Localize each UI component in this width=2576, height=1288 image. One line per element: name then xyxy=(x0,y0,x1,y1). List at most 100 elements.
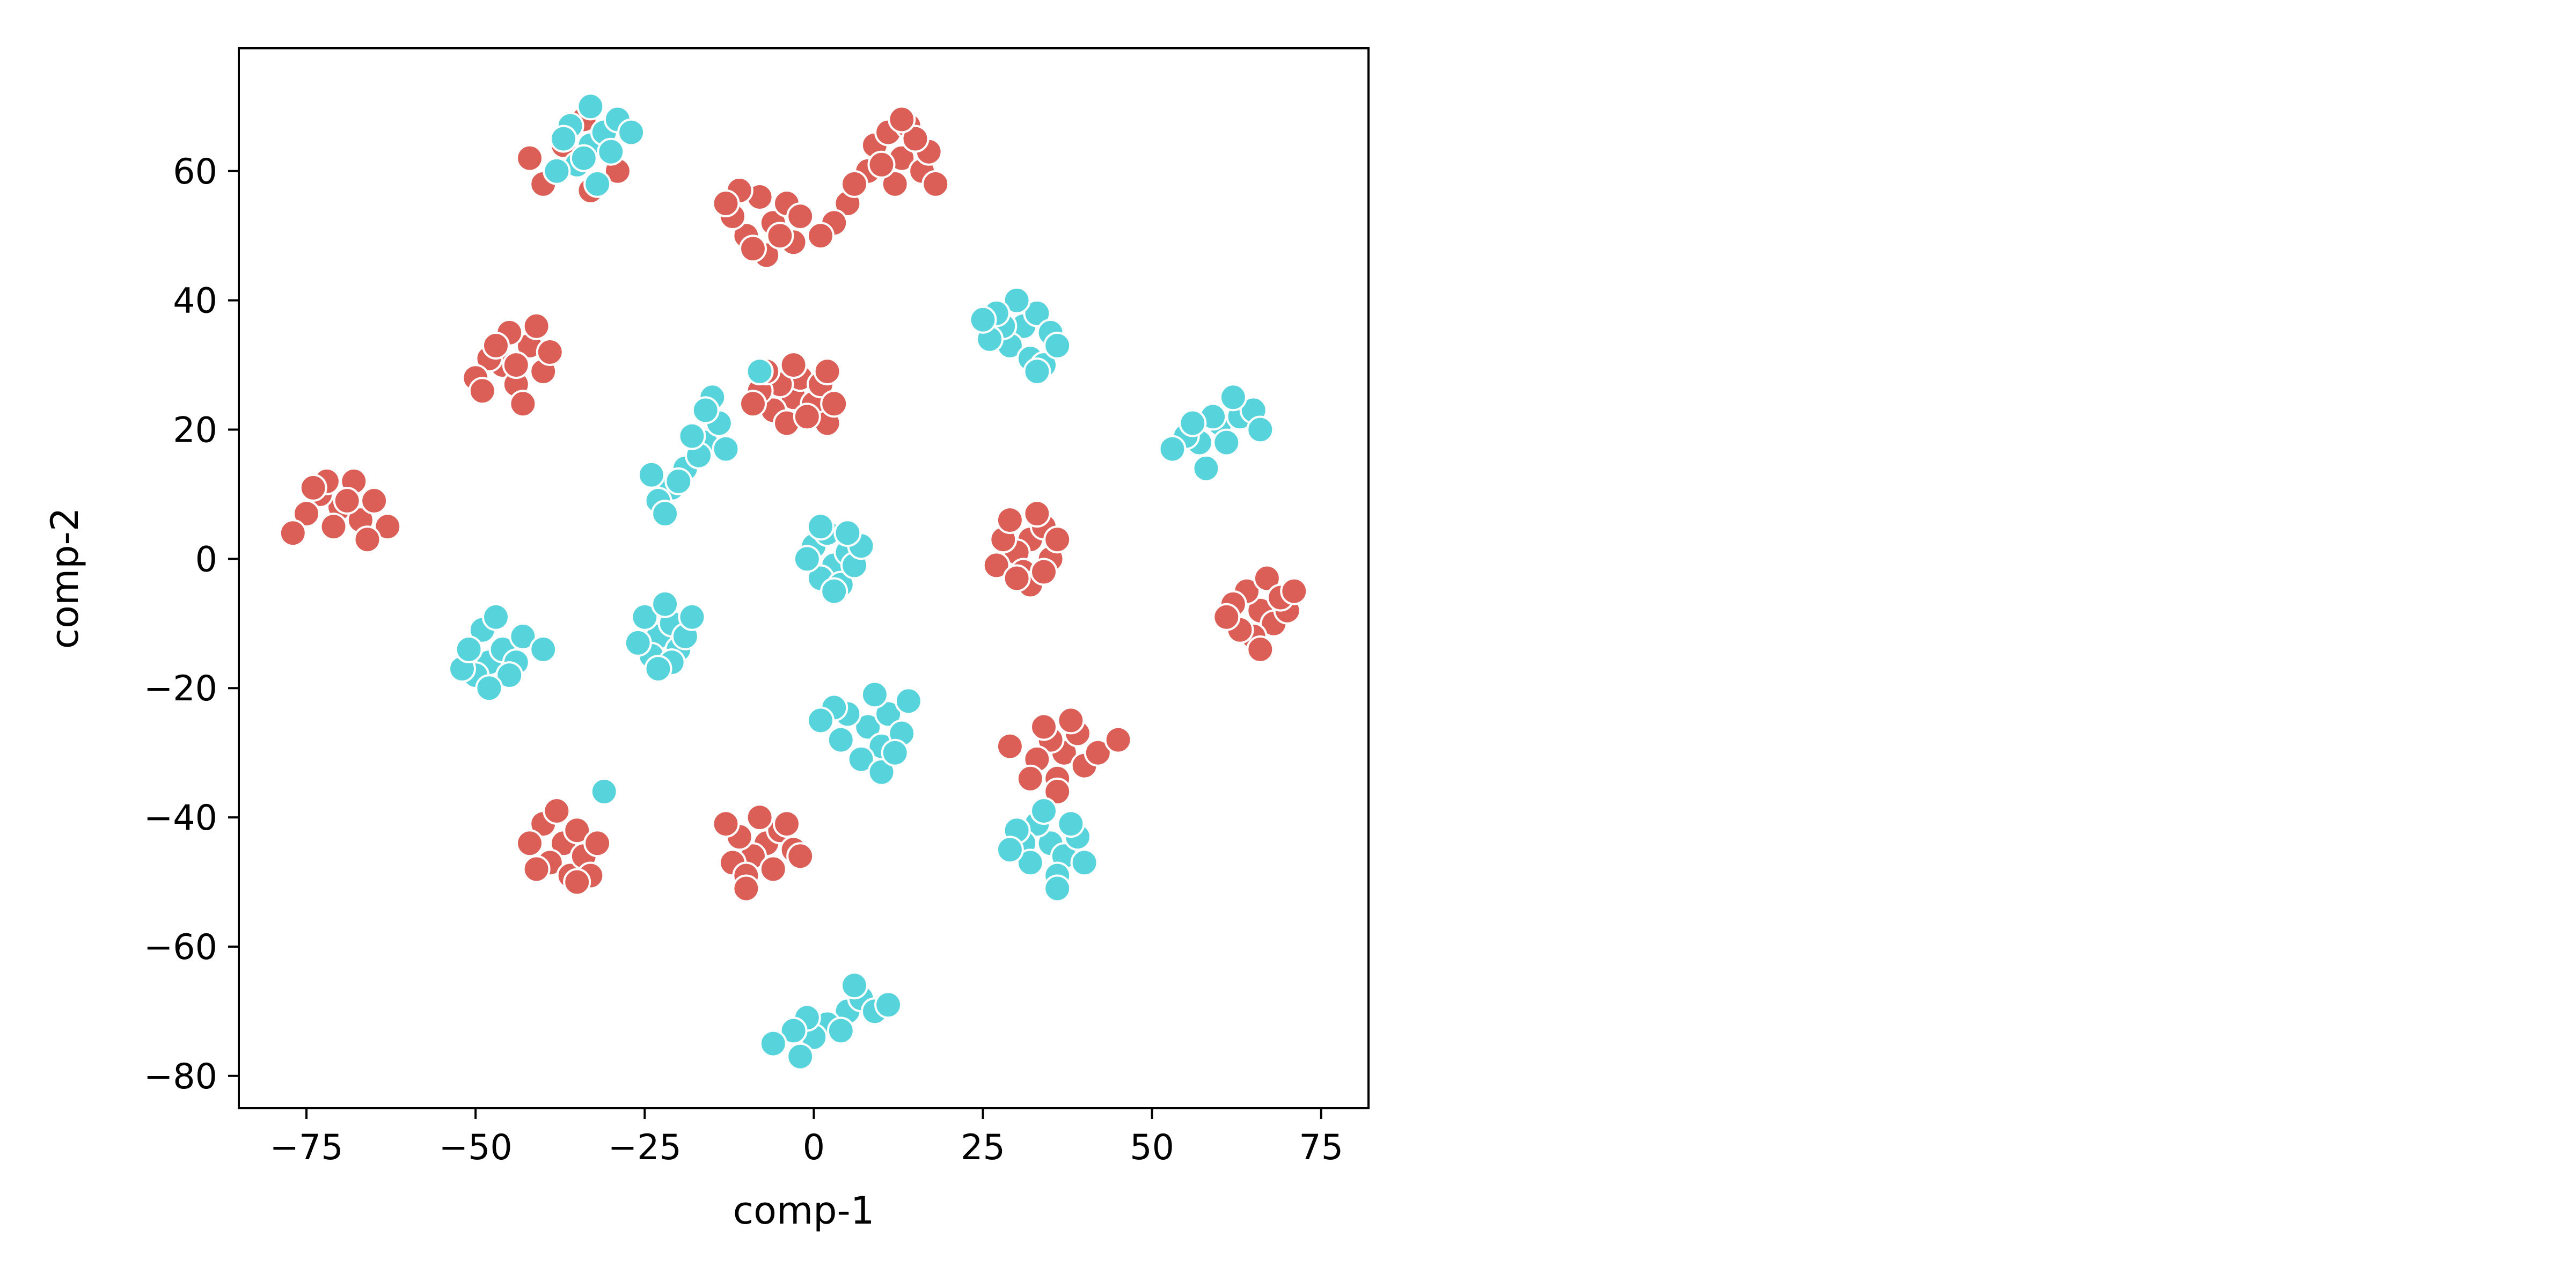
scatter-point-red-130 xyxy=(583,829,612,858)
scatter-point-cyan-72 xyxy=(455,635,483,663)
scatter-point-red-20 xyxy=(766,222,794,250)
scatter-point-cyan-50 xyxy=(1179,409,1207,437)
scatter-point-cyan-7 xyxy=(583,170,612,198)
y-axis-label: comp-2 xyxy=(43,508,87,649)
scatter-point-cyan-97 xyxy=(867,758,896,786)
scatter-point-cyan-46 xyxy=(1158,435,1187,463)
scatter-point-red-116 xyxy=(1104,726,1132,754)
scatter-point-cyan-34 xyxy=(637,460,665,489)
scatter-point-red-78 xyxy=(353,525,382,554)
scatter-point-cyan-98 xyxy=(881,738,909,767)
scatter-point-red-113 xyxy=(1057,706,1085,735)
scatter-point-cyan-105 xyxy=(1016,848,1044,877)
scatter-point-cyan-91 xyxy=(874,700,903,728)
x-tick-label: 0 xyxy=(803,1128,825,1168)
scatter-point-cyan-121 xyxy=(779,1016,808,1045)
scatter-point-cyan-82 xyxy=(624,628,652,657)
scatter-point-cyan-9 xyxy=(543,157,571,185)
scatter-point-cyan-22 xyxy=(1023,357,1051,386)
scatter-point-cyan-94 xyxy=(860,680,889,709)
points-layer xyxy=(279,92,1308,1071)
scatter-point-cyan-122 xyxy=(759,1029,787,1058)
scatter-point-cyan-111 xyxy=(996,836,1024,864)
scatter-point-red-114 xyxy=(1084,738,1112,767)
y-tick-label: 40 xyxy=(173,281,217,321)
scatter-point-red-142 xyxy=(732,874,760,903)
scatter-point-cyan-18 xyxy=(1002,286,1031,314)
scatter-point-cyan-45 xyxy=(1192,454,1220,482)
scatter-point-cyan-95 xyxy=(894,687,923,715)
scatter-point-red-67 xyxy=(813,357,841,386)
scatter-point-red-88 xyxy=(996,506,1024,535)
scatter-point-red-80 xyxy=(299,473,327,502)
scatter-point-cyan-47 xyxy=(1219,383,1247,412)
scatter-point-red-65 xyxy=(739,390,767,418)
scatter-point-red-51 xyxy=(522,312,551,340)
scatter-point-red-127 xyxy=(522,855,551,883)
scatter-point-red-129 xyxy=(516,829,544,858)
scatter-point-red-79 xyxy=(333,487,361,515)
scatter-point-cyan-5 xyxy=(597,137,625,166)
y-tick-label: 20 xyxy=(173,411,217,451)
scatter-point-cyan-96 xyxy=(807,706,835,735)
scatter-point-red-77 xyxy=(279,519,307,547)
x-axis-label: comp-1 xyxy=(733,1189,875,1233)
scatter-point-cyan-4 xyxy=(576,92,605,121)
scatter-point-red-128 xyxy=(563,868,591,896)
scatter-point-red-52 xyxy=(502,351,530,379)
scatter-point-cyan-14 xyxy=(1023,299,1051,327)
scatter-point-red-98 xyxy=(1253,564,1281,592)
x-tick-label: 25 xyxy=(961,1128,1005,1168)
scatter-point-cyan-119 xyxy=(840,971,868,1000)
scatter-point-red-104 xyxy=(1246,635,1275,663)
scatter-point-red-62 xyxy=(820,390,848,418)
scatter-point-cyan-120 xyxy=(874,991,903,1019)
scatter-point-red-118 xyxy=(1043,777,1072,806)
scatter-point-cyan-86 xyxy=(854,713,882,741)
scatter-point-cyan-124 xyxy=(590,777,618,806)
y-tick-label: −60 xyxy=(144,927,217,968)
scatter-point-cyan-109 xyxy=(1043,874,1072,903)
scatter-point-cyan-10 xyxy=(569,144,598,172)
scatter-point-cyan-106 xyxy=(1030,797,1058,825)
scatter-point-red-141 xyxy=(786,842,815,870)
scatter-point-red-66 xyxy=(779,351,808,379)
scatter-point-red-72 xyxy=(292,500,320,528)
scatter-point-red-125 xyxy=(543,797,571,825)
scatter-point-red-39 xyxy=(840,170,868,198)
scatter-point-cyan-24 xyxy=(969,305,997,334)
x-tick-label: −50 xyxy=(439,1128,513,1168)
scatter-point-red-115 xyxy=(1016,764,1044,793)
scatter-point-cyan-70 xyxy=(475,674,503,702)
scatter-point-red-38 xyxy=(807,222,835,250)
scatter-point-red-32 xyxy=(901,125,930,153)
scatter-point-red-33 xyxy=(867,150,896,179)
scatter-point-cyan-90 xyxy=(847,745,875,773)
scatter-point-red-22 xyxy=(786,202,815,231)
scatter-point-red-112 xyxy=(1030,713,1058,741)
scatter-point-cyan-74 xyxy=(482,603,510,631)
scatter-point-red-47 xyxy=(509,390,537,418)
scatter-point-cyan-84 xyxy=(644,655,672,683)
scatter-point-cyan-69 xyxy=(495,661,524,690)
y-tick-label: −80 xyxy=(144,1057,217,1097)
plot-frame xyxy=(238,47,1370,1109)
scatter-point-cyan-60 xyxy=(820,577,848,605)
scatter-point-red-91 xyxy=(982,551,1011,580)
y-tick-label: −40 xyxy=(144,798,217,838)
scatter-point-cyan-43 xyxy=(1212,428,1241,457)
y-tick-label: 60 xyxy=(173,152,217,192)
scatter-point-cyan-36 xyxy=(691,396,720,425)
scatter-point-cyan-38 xyxy=(745,357,774,386)
scatter-point-red-137 xyxy=(745,803,774,832)
scatter-point-red-143 xyxy=(712,810,740,838)
scatter-point-cyan-58 xyxy=(793,545,821,573)
x-tick-label: 50 xyxy=(1130,1128,1174,1168)
scatter-point-red-71 xyxy=(319,513,348,541)
scatter-point-red-103 xyxy=(1212,603,1241,631)
scatter-point-cyan-49 xyxy=(1246,415,1275,444)
scatter-point-cyan-73 xyxy=(529,635,558,663)
scatter-point-cyan-6 xyxy=(550,125,577,153)
scatter-point-red-64 xyxy=(793,402,821,431)
